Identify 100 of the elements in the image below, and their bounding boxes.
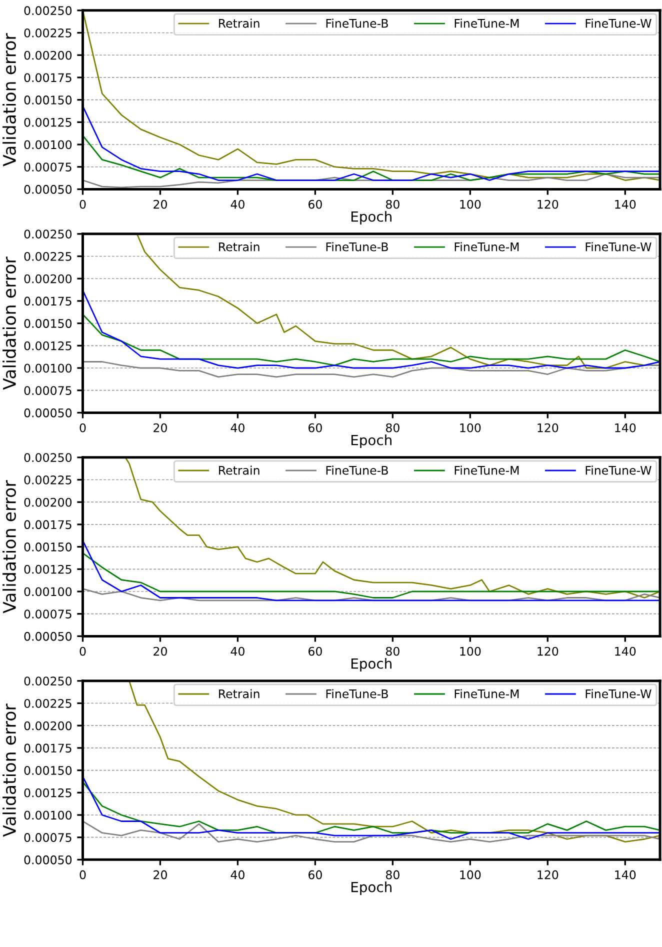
y-tick-label: 0.00125	[24, 341, 72, 350]
y-tick-label: 0.00200	[24, 498, 72, 507]
y-axis-title: Validation error	[2, 256, 16, 390]
legend-label: FineTune-W	[586, 689, 652, 698]
line-series	[82, 540, 660, 602]
legend-label: FineTune-W	[586, 242, 652, 252]
y-tick-label: 0.00050	[24, 184, 72, 194]
y-tick-label: 0.00225	[24, 698, 72, 708]
y-tick-label: 0.00175	[24, 296, 72, 306]
x-tick-label: 20	[154, 870, 167, 880]
x-tick-label: 100	[460, 870, 481, 880]
x-tick-label: 0	[80, 646, 86, 656]
legend-label: FineTune-W	[586, 18, 652, 28]
y-tick-label: 0.00050	[24, 855, 72, 864]
y-axis-title: Validation error	[2, 480, 16, 614]
x-axis-title: Epoch	[351, 882, 392, 895]
y-axis-title: Validation error	[2, 33, 16, 166]
y-tick-label: 0.00100	[24, 364, 72, 373]
y-tick-label: 0.00175	[24, 520, 72, 530]
legend-label: FineTune-M	[454, 689, 519, 698]
x-tick-label: 80	[386, 870, 400, 880]
legend-label: FineTune-M	[454, 466, 519, 475]
x-tick-label: 40	[230, 200, 244, 209]
legend-label: FineTune-M	[454, 18, 519, 28]
y-tick-label: 0.00200	[24, 721, 72, 730]
x-tick-label: 100	[460, 423, 481, 432]
legend-label: Retrain	[219, 466, 260, 475]
y-tick-label: 0.00075	[24, 386, 72, 396]
x-tick-label: 20	[154, 200, 167, 209]
x-axis-title: Epoch	[351, 434, 392, 448]
y-tick-label: 0.00075	[24, 833, 72, 842]
x-tick-label: 20	[154, 423, 167, 432]
y-tick-label: 0.00125	[24, 118, 72, 127]
x-tick-label: 140	[615, 200, 636, 209]
y-tick-label: 0.00225	[24, 28, 72, 38]
y-tick-label: 0.00250	[24, 453, 72, 462]
x-tick-label: 0	[80, 423, 86, 432]
y-tick-label: 0.00150	[24, 542, 72, 552]
y-tick-label: 0.00200	[24, 50, 72, 60]
legend-label: FineTune-M	[454, 242, 519, 252]
y-axis-title: Validation error	[2, 704, 16, 837]
y-tick-label: 0.00050	[24, 632, 72, 641]
y-tick-label: 0.00100	[24, 810, 72, 820]
line-series	[82, 361, 660, 378]
line-series	[82, 314, 660, 366]
legend-label: Retrain	[219, 18, 260, 28]
legend-label: Retrain	[219, 242, 260, 252]
y-tick-label: 0.00150	[24, 766, 72, 775]
y-tick-label: 0.00250	[24, 230, 72, 239]
y-tick-label: 0.00050	[24, 408, 72, 418]
y-tick-label: 0.00150	[24, 96, 72, 104]
x-axis-title: Epoch	[351, 658, 392, 672]
x-tick-label: 100	[460, 646, 481, 656]
legend-label: FineTune-B	[326, 466, 388, 475]
line-series	[124, 457, 660, 598]
x-axis-title: Epoch	[351, 211, 392, 224]
y-tick-label: 0.00225	[24, 475, 72, 484]
y-tick-label: 0.00150	[24, 319, 72, 328]
x-tick-label: 120	[538, 646, 558, 656]
legend-label: FineTune-B	[326, 242, 388, 252]
x-tick-label: 140	[615, 870, 636, 880]
y-tick-label: 0.00075	[24, 162, 72, 172]
x-tick-label: 80	[386, 423, 400, 432]
x-tick-label: 140	[615, 646, 636, 656]
line-series	[82, 820, 660, 842]
legend-label: FineTune-B	[326, 689, 388, 698]
x-tick-label: 60	[308, 200, 322, 209]
x-tick-label: 60	[308, 870, 322, 880]
legend-label: FineTune-B	[326, 18, 388, 28]
y-tick-label: 0.00125	[24, 564, 72, 574]
x-tick-label: 20	[154, 646, 167, 656]
y-tick-label: 0.00100	[24, 587, 72, 596]
x-tick-label: 40	[230, 423, 244, 432]
x-tick-label: 40	[230, 646, 244, 656]
y-tick-label: 0.00125	[24, 788, 72, 798]
y-tick-label: 0.00175	[24, 744, 72, 753]
x-tick-label: 140	[615, 423, 636, 432]
x-tick-label: 120	[538, 423, 558, 432]
line-series	[128, 680, 660, 842]
x-tick-label: 120	[538, 200, 558, 209]
y-tick-label: 0.00100	[24, 140, 72, 150]
x-tick-label: 0	[80, 200, 86, 209]
x-tick-label: 0	[80, 870, 86, 880]
x-tick-label: 80	[386, 200, 400, 209]
y-tick-label: 0.00075	[24, 610, 72, 618]
x-tick-label: 80	[386, 646, 400, 656]
x-tick-label: 60	[308, 423, 322, 432]
x-tick-label: 100	[460, 200, 481, 209]
line-series	[82, 776, 660, 840]
y-tick-label: 0.00250	[24, 6, 72, 16]
line-series	[82, 105, 660, 181]
legend-label: Retrain	[219, 689, 260, 698]
y-tick-label: 0.00175	[24, 73, 72, 82]
x-tick-label: 60	[308, 646, 322, 656]
y-tick-label: 0.00225	[24, 252, 72, 261]
legend-label: FineTune-W	[586, 466, 652, 475]
x-tick-label: 120	[538, 870, 558, 880]
y-tick-label: 0.00250	[24, 676, 72, 686]
x-tick-label: 40	[230, 870, 244, 880]
line-series	[82, 290, 660, 369]
